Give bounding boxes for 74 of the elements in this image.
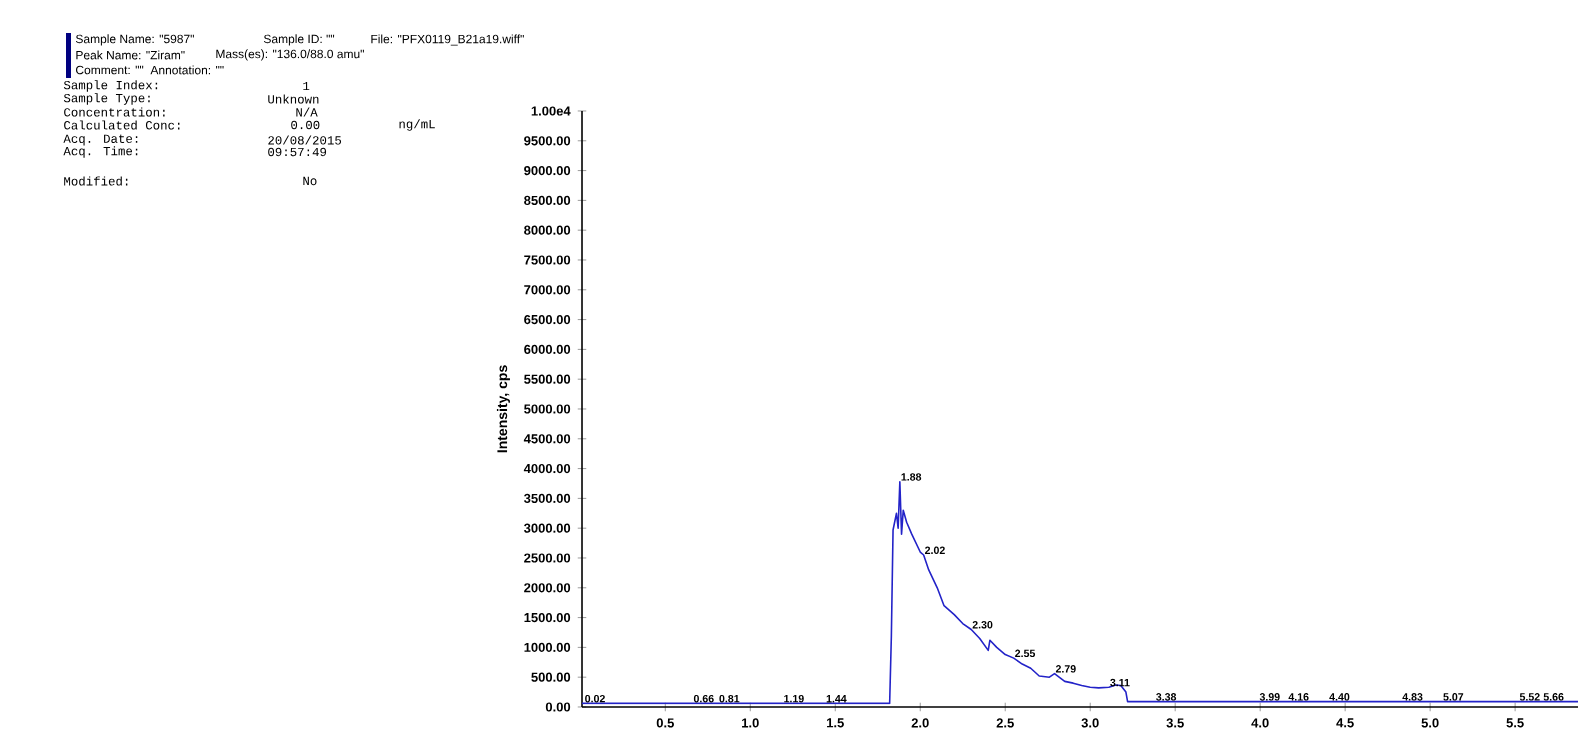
y-tick-label: 9000.00: [524, 165, 571, 176]
text: No: [303, 176, 317, 186]
annotation: 1.88: [901, 473, 922, 481]
annotation: 4.16: [1288, 693, 1309, 701]
text: 20/08/2015: [268, 135, 342, 145]
x-tick-label: 2.0: [911, 718, 929, 728]
text: Peak Name: "Ziram": [76, 50, 185, 60]
annotation: 5.07: [1443, 693, 1464, 701]
text: Calculated Conc:: [64, 120, 180, 130]
y-tick-label: 6500.00: [524, 315, 571, 325]
x-tick-label: 4.0: [1251, 718, 1269, 728]
y-tick-label: 9500.00: [524, 136, 571, 146]
annotation: 2.55: [1015, 649, 1036, 658]
y-tick-label: 1.00e4: [531, 106, 571, 116]
text: Sample Type:: [63, 93, 150, 105]
x-tick-label: 5.5: [1506, 718, 1524, 728]
y-axis-title: Intensity, cps: [496, 365, 510, 453]
y-tick-label: 7500.00: [524, 255, 571, 265]
x-tick-label: 0.5: [656, 718, 674, 728]
annotation: 0.66: [693, 694, 714, 703]
text: File: "PFX0119_B21a19.wiff": [371, 34, 524, 46]
annotation: 2.02: [925, 546, 945, 554]
annotation: 0.02: [585, 694, 605, 703]
x-tick-label: 2.5: [996, 718, 1014, 728]
y-tick-label: 5000.00: [524, 404, 571, 414]
text: Acq. Date:: [63, 134, 138, 146]
text: Unknown: [268, 94, 319, 104]
text: ng/mL: [399, 119, 435, 131]
annotation: 5.66: [1543, 693, 1564, 701]
text: Mass(es): "136.0/88.0 amu": [216, 49, 364, 61]
x-tick-label: 5.0: [1421, 718, 1439, 728]
text: Sample Index:: [63, 80, 158, 92]
text: Modified:: [64, 176, 128, 186]
x-tick-label: 3.0: [1081, 718, 1099, 728]
text: Comment: "": [76, 65, 144, 75]
text: Annotation: "": [150, 65, 224, 75]
y-tick-label: 8500.00: [524, 195, 571, 205]
text: 0.00: [291, 120, 320, 130]
annotation: 5.52: [1519, 693, 1540, 701]
y-tick-label: 2000.00: [524, 583, 571, 593]
x-tick-label: 1.0: [742, 718, 759, 728]
text: Acq. Time:: [63, 146, 138, 158]
text: 1: [303, 81, 310, 91]
annotation: 1.44: [826, 695, 847, 703]
x-tick-label: 1.5: [827, 718, 844, 728]
text: 09:57:49: [268, 147, 327, 157]
annotation: 0.81: [719, 694, 740, 703]
text: Sample Name: "5987": [75, 34, 194, 46]
y-tick-label: 1000.00: [524, 642, 571, 652]
y-tick-label: 1500.00: [524, 613, 571, 623]
y-tick-label: 8000.00: [524, 225, 571, 235]
annotation: 3.11: [1110, 678, 1130, 687]
text: N/A: [296, 107, 318, 117]
y-tick-label: 0.00: [545, 702, 571, 712]
y-tick-label: 4500.00: [523, 434, 571, 444]
text: Sample ID: "": [263, 34, 335, 46]
y-tick-label: 500.00: [531, 672, 571, 682]
y-tick-label: 3000.00: [524, 523, 571, 533]
y-tick-label: 6000.00: [524, 344, 571, 354]
annotation: 4.83: [1402, 693, 1423, 701]
y-tick-label: 4000.00: [523, 463, 571, 474]
annotation: 3.38: [1156, 693, 1177, 701]
annotation: 3.99: [1259, 693, 1280, 701]
annotation: 2.30: [972, 620, 993, 629]
annotation: 4.40: [1329, 693, 1350, 701]
y-tick-label: 2500.00: [524, 553, 571, 563]
annotation: 1.19: [784, 694, 804, 703]
y-tick-label: 5500.00: [524, 374, 571, 384]
annotation: 2.79: [1055, 665, 1076, 673]
x-tick-label: 4.5: [1336, 718, 1354, 728]
y-tick-label: 3500.00: [524, 493, 571, 504]
y-tick-label: 7000.00: [524, 285, 571, 295]
x-tick-label: 3.5: [1166, 718, 1184, 728]
text: Concentration:: [64, 107, 165, 117]
